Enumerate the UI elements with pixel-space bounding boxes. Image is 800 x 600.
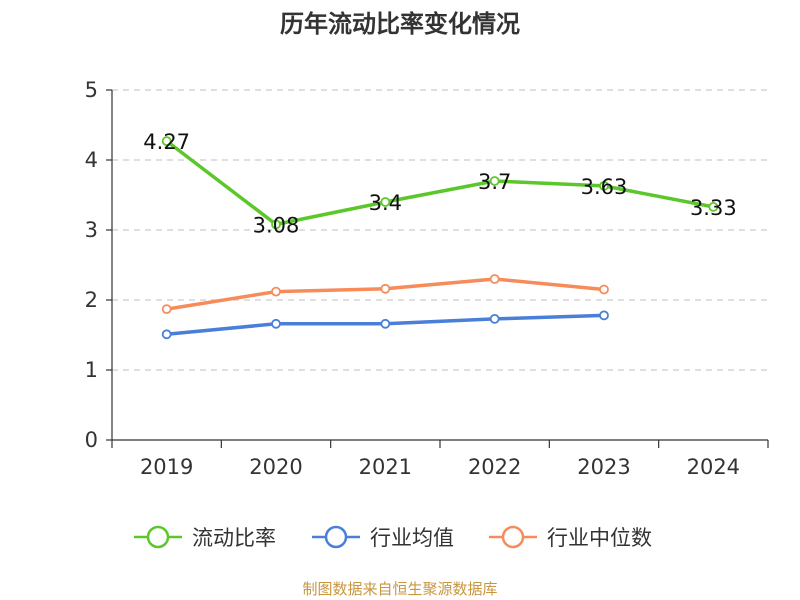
series-line-0 [164,139,716,227]
series-point-2 [380,283,391,294]
x-tick-label: 2024 [687,455,740,479]
legend-marker [146,525,170,549]
y-tick-label: 4 [85,148,98,172]
series-point-1 [161,329,172,340]
legend-label: 行业中位数 [547,526,652,550]
data-label: 3.63 [581,175,628,199]
y-tick-label: 0 [85,428,98,452]
x-tick-label: 2023 [577,455,630,479]
x-tick-label: 2019 [140,455,193,479]
series-line-2 [164,277,606,311]
x-tick-label: 2021 [359,455,412,479]
data-label: 4.27 [143,130,190,154]
legend-marker [501,525,525,549]
legend-label: 行业均值 [370,526,454,550]
series-point-2 [599,284,609,295]
data-label: 3.7 [478,170,511,194]
series-point-0 [271,219,281,230]
series-point-0 [161,136,172,147]
data-label: 3.33 [690,196,737,220]
data-label: 3.08 [253,213,300,237]
y-tick-label: 1 [85,358,98,382]
series-point-2 [271,286,281,297]
chart-title: 历年流动比率变化情况 [280,10,520,38]
y-tick-label: 5 [85,78,98,102]
legend-item-0: 流动比率 [134,525,276,550]
legend-item-1: 行业均值 [312,525,454,550]
x-tick-label: 2020 [249,455,302,479]
y-tick-label: 2 [85,288,98,312]
series-point-1 [271,318,281,329]
data-label: 3.4 [369,191,402,215]
legend-item-2: 行业中位数 [489,525,652,550]
series-point-1 [599,310,609,321]
legend-label: 流动比率 [192,526,276,550]
x-tick-label: 2022 [468,455,521,479]
series-point-0 [708,201,719,212]
series-point-2 [161,304,172,315]
series-point-2 [489,274,500,284]
y-tick-label: 3 [85,218,98,242]
series-point-1 [380,318,391,329]
series-point-0 [489,176,500,186]
series-point-1 [489,313,500,324]
series-point-0 [380,197,391,207]
source-note: 制图数据来自恒生聚源数据库 [302,580,497,598]
legend-marker [324,525,348,549]
series-point-0 [599,180,609,191]
